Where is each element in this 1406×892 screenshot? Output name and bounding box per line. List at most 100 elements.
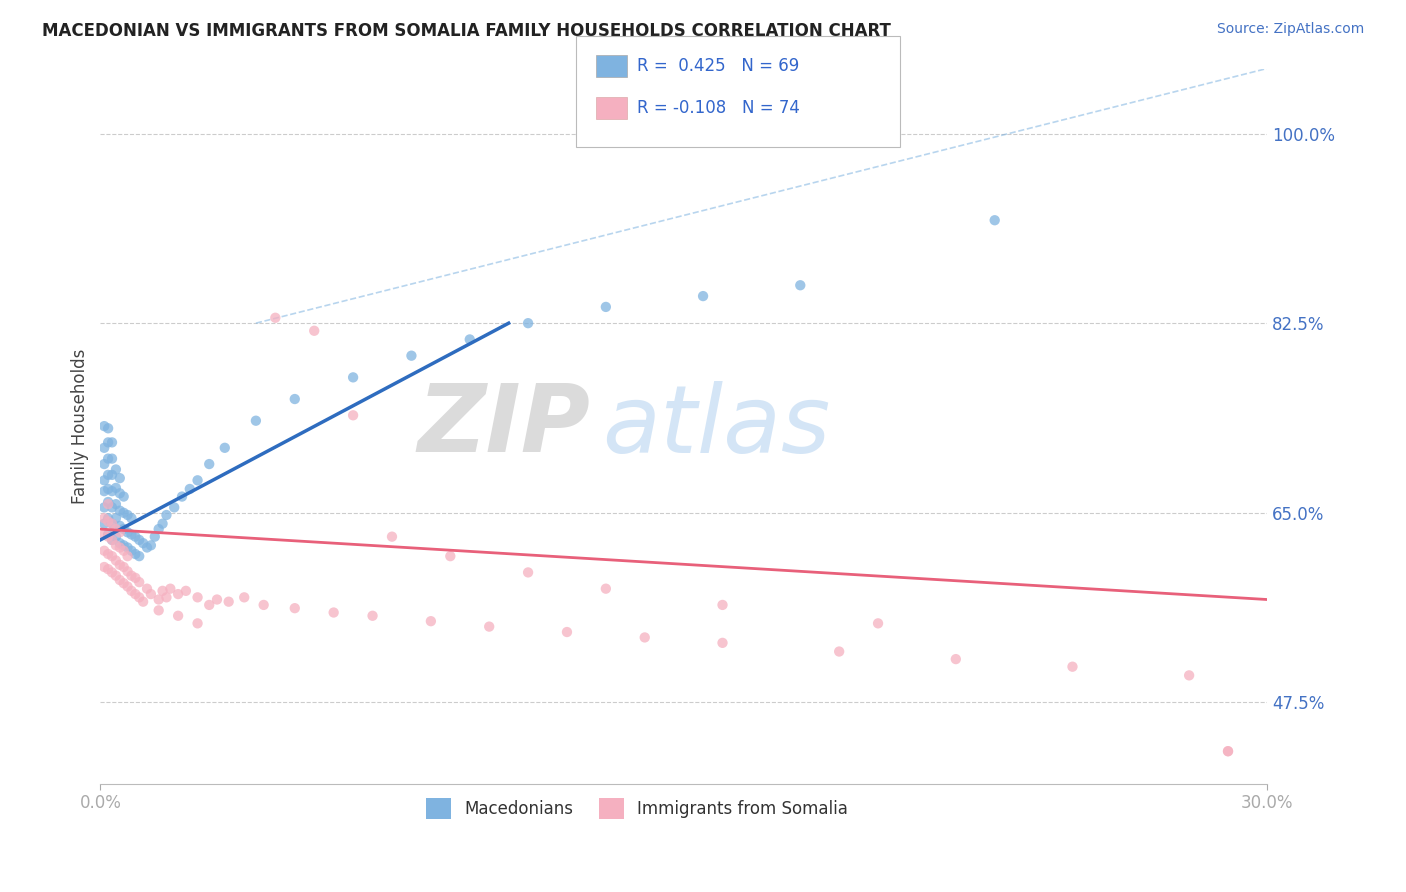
Point (517, 566, 540, 580)
Point (97, 467, 120, 482)
Point (124, 587, 146, 601)
Point (478, 619, 501, 633)
Point (120, 568, 142, 582)
Point (101, 484, 124, 499)
Point (148, 592, 170, 607)
Point (117, 565, 139, 579)
Point (93, 516, 115, 531)
Point (108, 518, 131, 533)
Point (152, 583, 174, 598)
Point (108, 471, 131, 485)
Point (108, 573, 131, 587)
Point (284, 392, 307, 406)
Point (124, 571, 146, 585)
Point (97, 451, 120, 466)
Point (143, 530, 166, 544)
Point (101, 467, 124, 482)
Point (104, 522, 127, 536)
Point (117, 508, 139, 522)
Point (97, 482, 120, 496)
Point (112, 538, 135, 552)
Text: ZIP: ZIP (418, 380, 591, 472)
Point (789, 278, 811, 293)
Point (218, 595, 240, 609)
Point (1216, 744, 1239, 758)
Text: MACEDONIAN VS IMMIGRANTS FROM SOMALIA FAMILY HOUSEHOLDS CORRELATION CHART: MACEDONIAN VS IMMIGRANTS FROM SOMALIA FA… (42, 22, 891, 40)
Point (555, 625, 578, 640)
Point (97, 495, 120, 509)
Point (692, 289, 714, 303)
Point (284, 601, 307, 615)
Point (93, 473, 115, 487)
Point (595, 300, 617, 314)
Point (104, 530, 127, 544)
Point (108, 536, 131, 550)
Point (108, 486, 131, 500)
Point (205, 592, 228, 607)
Point (264, 310, 287, 325)
Point (136, 541, 159, 555)
Point (128, 575, 150, 590)
Point (167, 587, 190, 601)
Point (983, 213, 1005, 227)
Point (170, 490, 193, 504)
Text: atlas: atlas (602, 381, 830, 472)
Point (198, 457, 221, 471)
Point (439, 549, 461, 564)
Text: R = -0.108   N = 74: R = -0.108 N = 74 (637, 99, 800, 117)
Point (117, 580, 139, 594)
Point (458, 333, 481, 347)
Point (945, 652, 967, 666)
Point (101, 549, 124, 564)
Point (104, 511, 127, 525)
Point (101, 533, 124, 547)
Point (97, 527, 120, 541)
Point (97, 530, 120, 544)
Point (361, 608, 384, 623)
Point (187, 616, 209, 631)
Point (595, 582, 617, 596)
Point (148, 522, 170, 536)
Text: Source: ZipAtlas.com: Source: ZipAtlas.com (1216, 22, 1364, 37)
Point (139, 587, 162, 601)
Point (117, 525, 139, 540)
Point (1178, 668, 1201, 682)
Point (634, 631, 657, 645)
Point (120, 511, 142, 525)
Point (93, 500, 115, 515)
Point (97, 497, 120, 511)
Point (711, 598, 734, 612)
Point (93, 543, 115, 558)
Point (120, 543, 142, 558)
Point (152, 516, 174, 531)
Point (139, 538, 162, 552)
Point (104, 568, 127, 582)
Point (132, 536, 155, 550)
Point (517, 316, 540, 330)
Point (112, 560, 135, 574)
Point (101, 533, 124, 547)
Point (155, 591, 177, 605)
Point (93, 527, 115, 541)
Point (401, 349, 423, 363)
Point (101, 516, 124, 531)
Point (124, 547, 146, 561)
Legend: Macedonians, Immigrants from Somalia: Macedonians, Immigrants from Somalia (419, 792, 855, 825)
Point (342, 370, 364, 384)
Point (198, 598, 221, 612)
Point (711, 636, 734, 650)
Point (136, 582, 159, 596)
Point (97, 421, 120, 435)
Point (101, 500, 124, 515)
Point (187, 591, 209, 605)
Point (132, 595, 155, 609)
Point (381, 530, 404, 544)
Y-axis label: Family Households: Family Households (72, 349, 89, 504)
Point (120, 527, 142, 541)
Text: R =  0.425   N = 69: R = 0.425 N = 69 (637, 57, 799, 75)
Point (108, 525, 131, 540)
Point (101, 566, 124, 580)
Point (187, 473, 209, 487)
Point (108, 503, 131, 517)
Point (1062, 659, 1084, 673)
